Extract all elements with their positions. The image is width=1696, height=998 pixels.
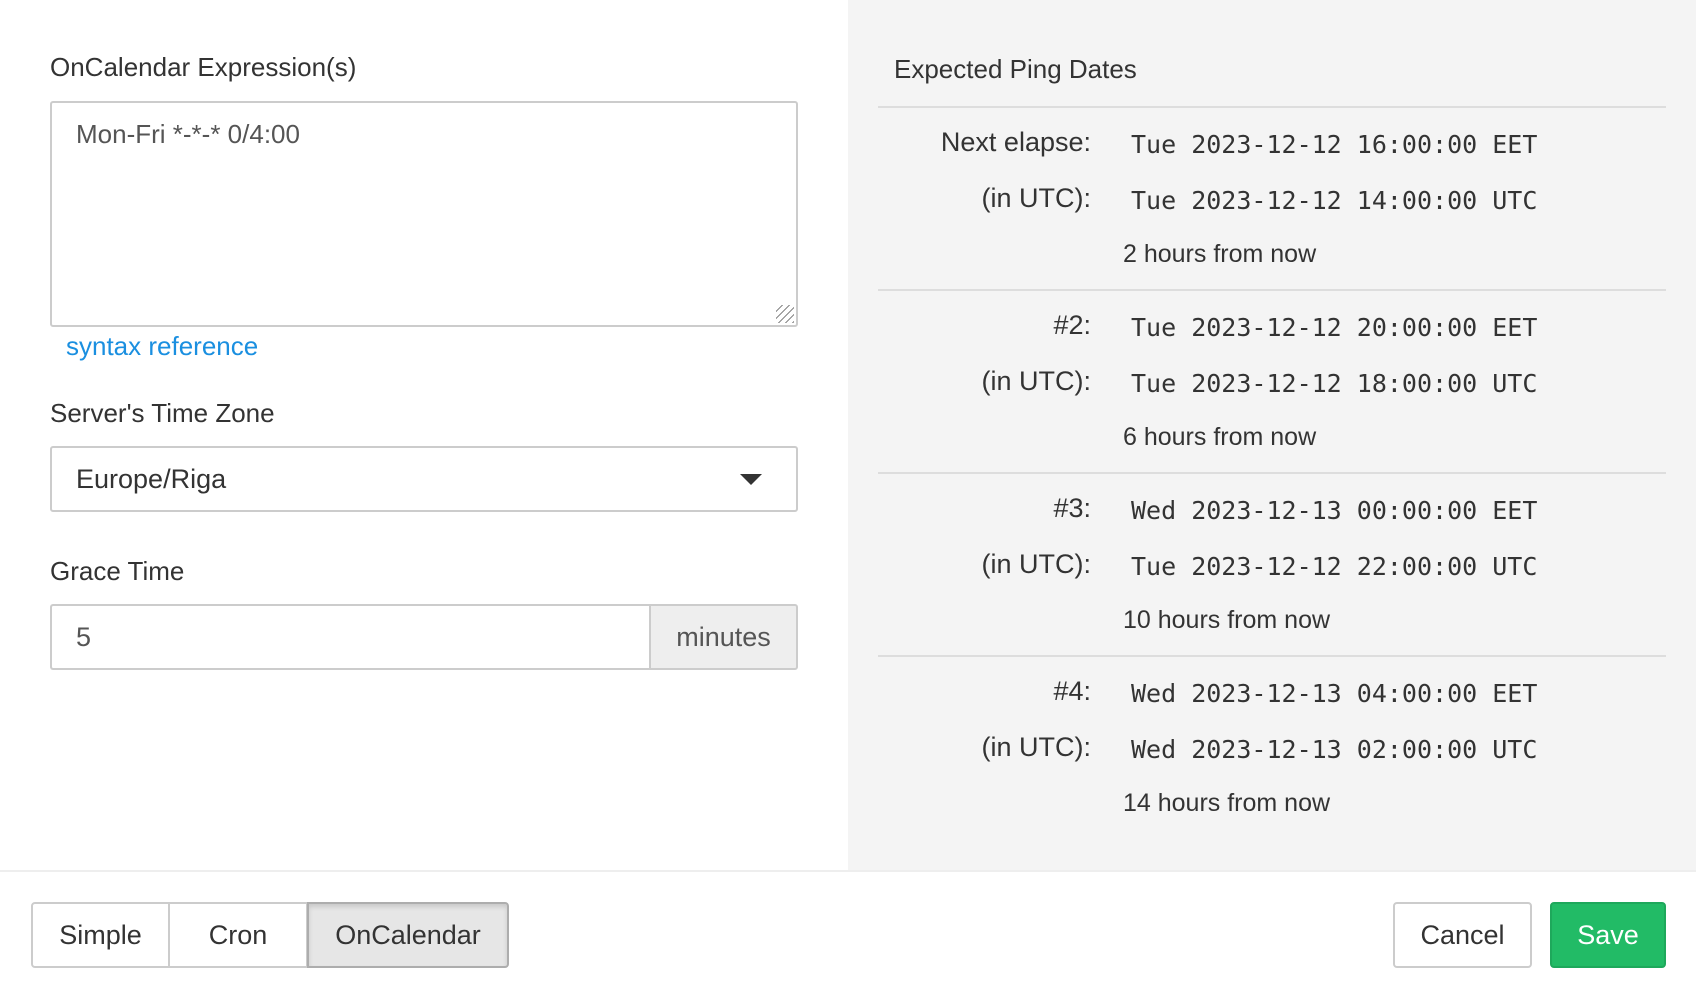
entry-utc-time: Tue 2023-12-12 22:00:00 UTC <box>1131 552 1538 581</box>
divider <box>878 106 1666 108</box>
entry-local-time: Tue 2023-12-12 20:00:00 EET <box>1131 313 1538 342</box>
expected-ping-panel <box>848 0 1696 871</box>
entry-local-time: Tue 2023-12-12 16:00:00 EET <box>1131 130 1538 159</box>
entry-utc-label: (in UTC): <box>981 366 1092 396</box>
entry-utc-label: (in UTC): <box>981 732 1092 762</box>
entry-relative: 2 hours from now <box>1123 240 1317 268</box>
entry-utc-time: Tue 2023-12-12 14:00:00 UTC <box>1131 186 1538 215</box>
save-button[interactable]: Save <box>1550 902 1666 968</box>
entry-utc-label: (in UTC): <box>981 549 1092 579</box>
timezone-label: Server's Time Zone <box>50 398 275 428</box>
mode-cron-button[interactable]: Cron <box>168 902 308 968</box>
grace-time-input[interactable] <box>50 604 650 670</box>
divider <box>878 655 1666 657</box>
entry-utc-time: Wed 2023-12-13 02:00:00 UTC <box>1131 735 1538 764</box>
preview-title: Expected Ping Dates <box>894 54 1137 84</box>
entry-label: #3: <box>1053 493 1091 523</box>
entry-relative: 6 hours from now <box>1123 423 1317 451</box>
entry-label: #2: <box>1053 310 1091 340</box>
entry-utc-time: Tue 2023-12-12 18:00:00 UTC <box>1131 369 1538 398</box>
timezone-select[interactable]: Europe/Riga <box>50 446 798 512</box>
entry-local-time: Wed 2023-12-13 04:00:00 EET <box>1131 679 1538 708</box>
grace-unit-addon: minutes <box>649 604 798 670</box>
cancel-button[interactable]: Cancel <box>1393 902 1532 968</box>
entry-label: #4: <box>1053 676 1091 706</box>
caret-down-icon <box>740 473 762 485</box>
entry-utc-label: (in UTC): <box>981 183 1092 213</box>
footer-divider <box>0 870 1696 872</box>
expression-textarea[interactable]: Mon-Fri *-*-* 0/4:00 <box>50 101 798 327</box>
entry-relative: 10 hours from now <box>1123 606 1331 634</box>
divider <box>878 289 1666 291</box>
expression-label: OnCalendar Expression(s) <box>50 52 357 82</box>
schedule-form: OnCalendar Expression(s) Mon-Fri *-*-* 0… <box>0 0 848 871</box>
grace-label: Grace Time <box>50 556 185 586</box>
syntax-reference-link[interactable]: syntax reference <box>66 331 259 361</box>
entry-relative: 14 hours from now <box>1123 789 1331 817</box>
divider <box>878 472 1666 474</box>
mode-simple-button[interactable]: Simple <box>31 902 170 968</box>
mode-oncalendar-button[interactable]: OnCalendar <box>307 902 509 968</box>
resize-handle-icon[interactable] <box>776 305 794 323</box>
entry-label: Next elapse: <box>940 127 1091 157</box>
entry-local-time: Wed 2023-12-13 00:00:00 EET <box>1131 496 1538 525</box>
timezone-value: Europe/Riga <box>76 463 227 494</box>
